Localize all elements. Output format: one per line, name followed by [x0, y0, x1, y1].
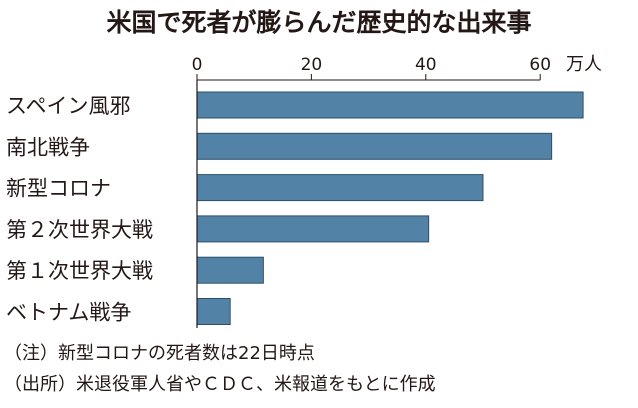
footnote: （出所）米退役軍人省やＣＤＣ、米報道をもとに作成 — [4, 374, 436, 395]
category-label: スペイン風邪 — [6, 94, 131, 118]
bars — [196, 91, 584, 325]
bar — [196, 132, 553, 160]
notes: （注）新型コロナの死者数は22日時点 （出所）米退役軍人省やＣＤＣ、米報道をもとに… — [4, 343, 436, 395]
footnote: （注）新型コロナの死者数は22日時点 — [4, 343, 315, 364]
x-tick-label: 20 — [301, 55, 323, 75]
x-tick-label: 60 — [529, 55, 551, 75]
bar — [196, 174, 484, 202]
category-label: 第２次世界大戦 — [6, 218, 153, 242]
bar — [196, 91, 584, 119]
bar — [196, 298, 231, 325]
x-tick-label: 0 — [192, 55, 203, 75]
bar — [196, 215, 430, 243]
x-tick-label: 40 — [415, 55, 437, 75]
category-label: 新型コロナ — [6, 177, 111, 201]
x-axis: 0 20 40 60 — [192, 55, 551, 81]
bar — [196, 256, 264, 284]
chart-title: 米国で死者が膨らんだ歴史的な出来事 — [106, 8, 531, 37]
category-label: ベトナム戦争 — [6, 301, 131, 325]
category-label: 南北戦争 — [6, 135, 90, 159]
unit-label: 万人 — [566, 54, 602, 75]
category-label: 第１次世界大戦 — [6, 259, 153, 283]
